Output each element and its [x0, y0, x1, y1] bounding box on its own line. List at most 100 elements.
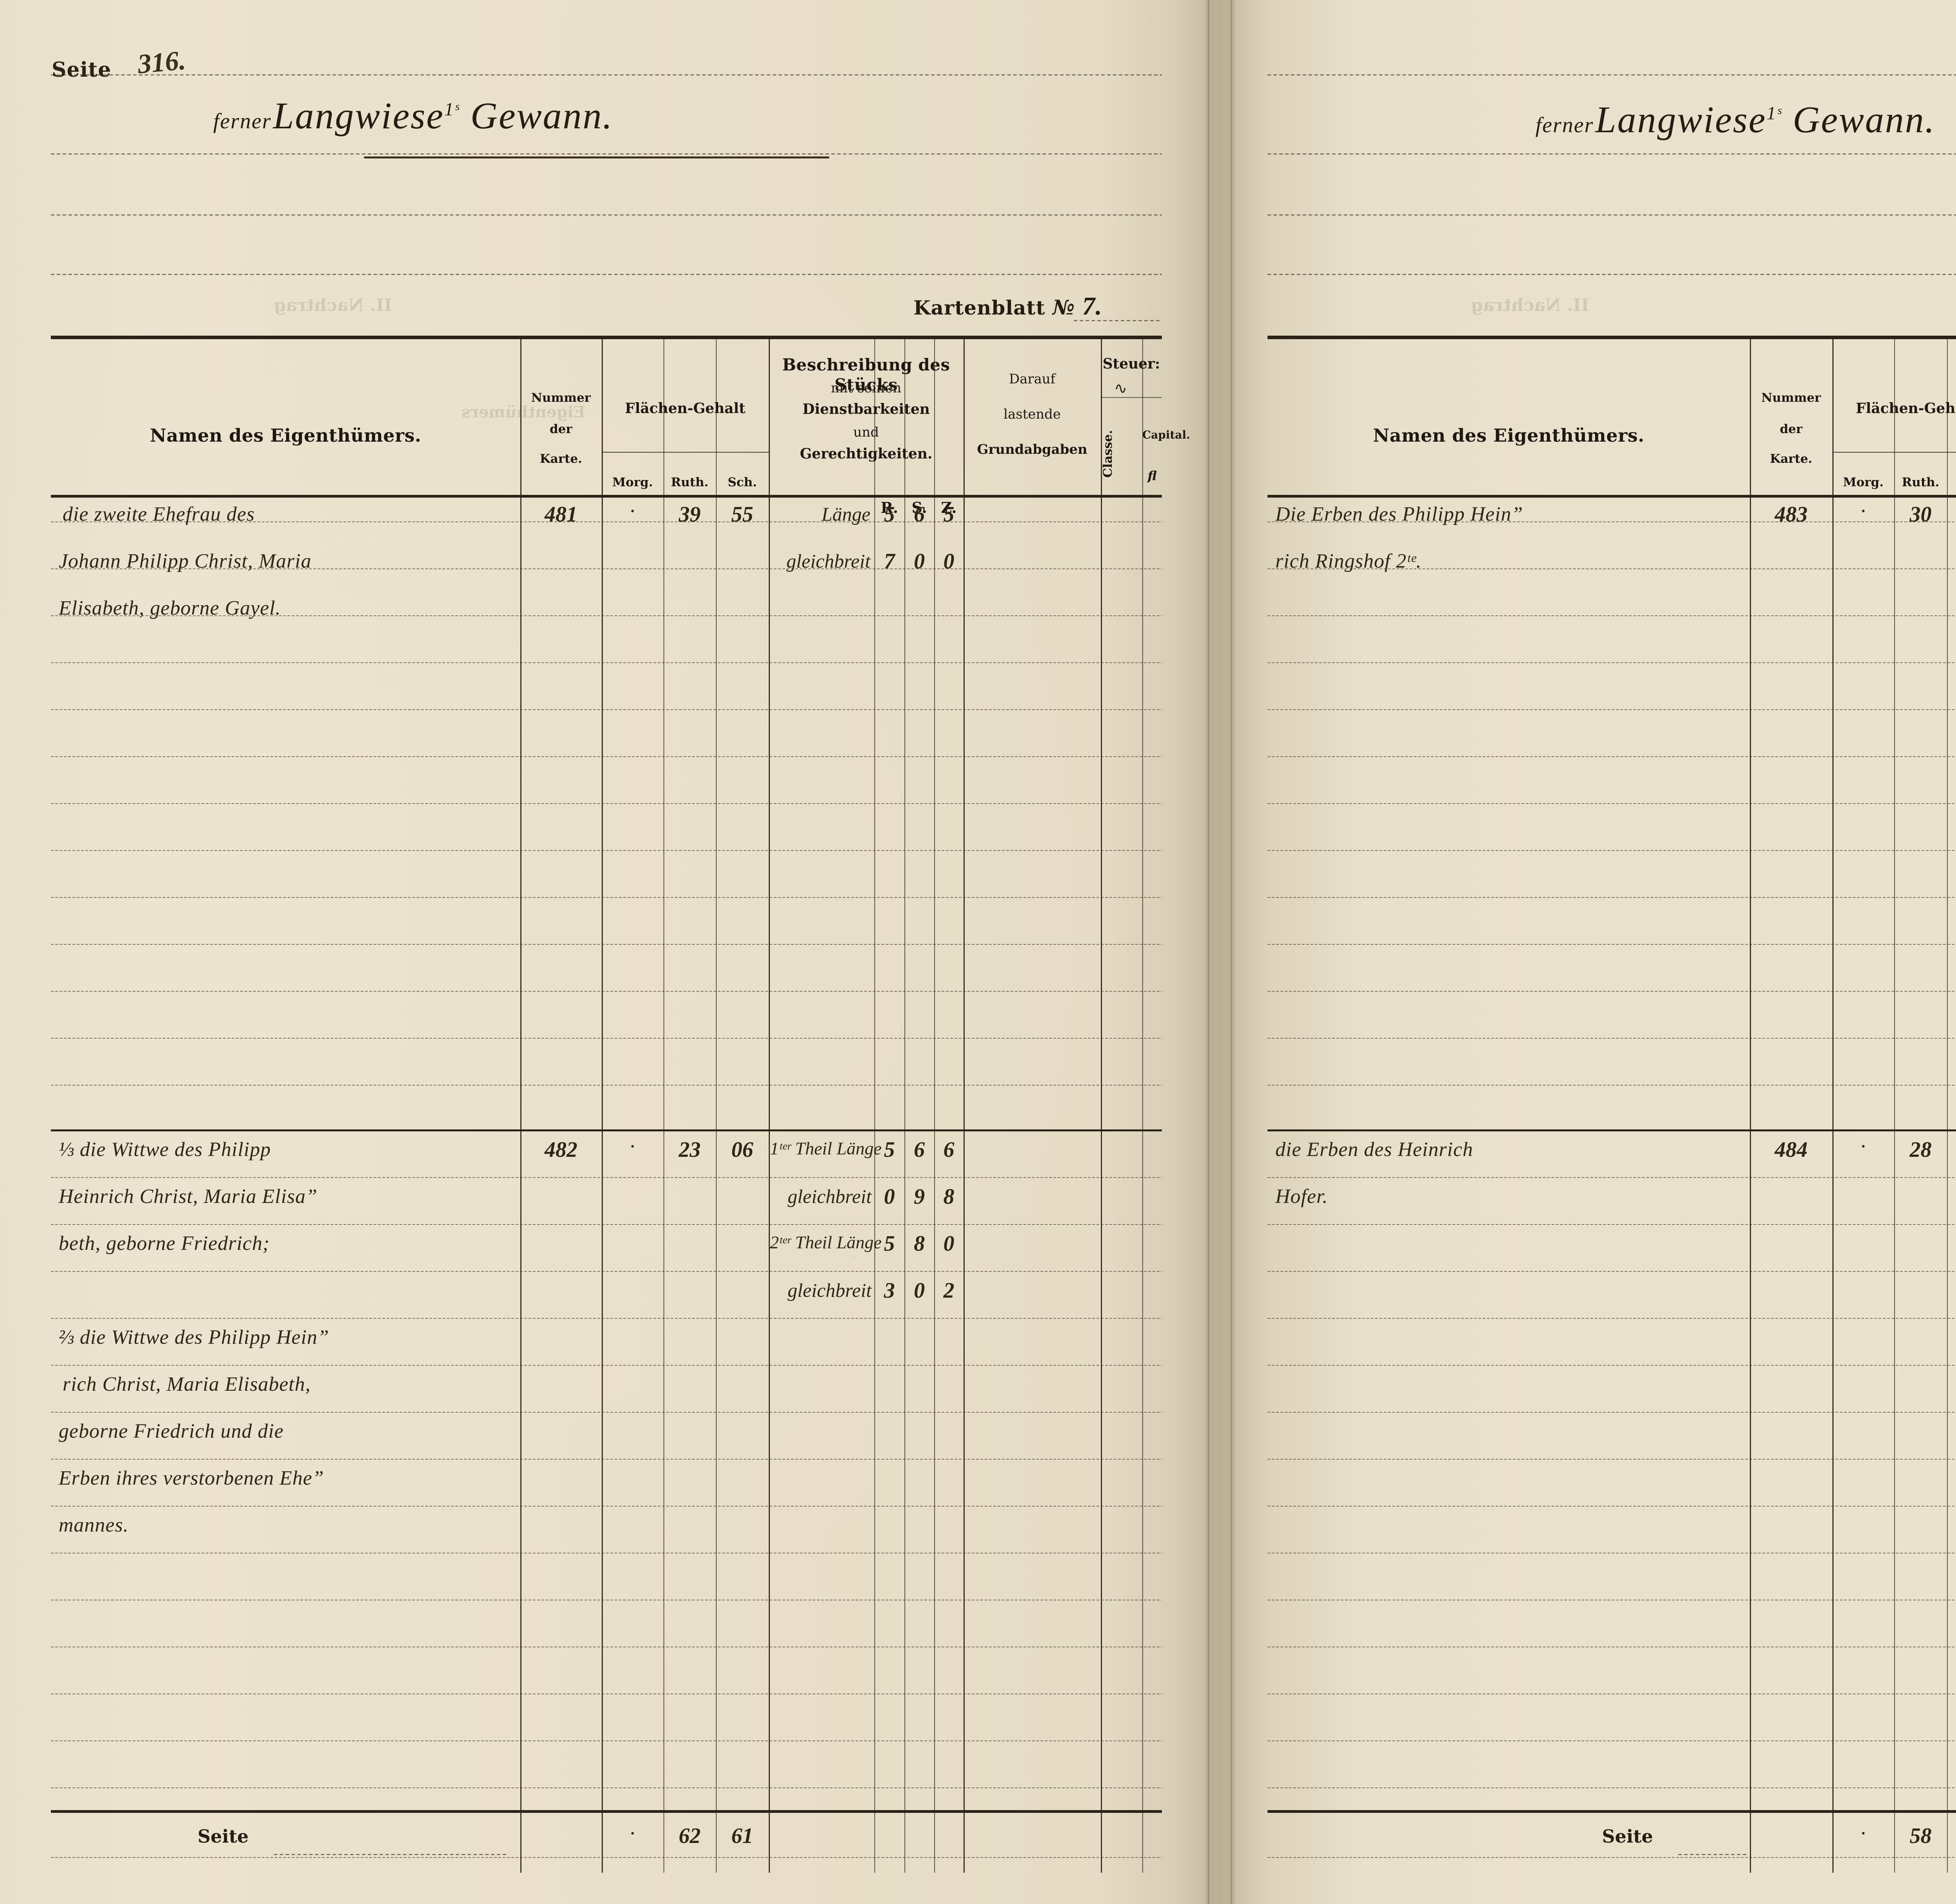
sch-value: 06 — [731, 1138, 753, 1162]
desc-label: gleichbreit — [787, 1279, 872, 1301]
header-rule-2-r — [1267, 153, 1956, 155]
total-sch-right: 35 — [1947, 1823, 1956, 1848]
book-gutter — [1206, 0, 1235, 1904]
total-label-rule-left — [274, 1854, 509, 1855]
header-cardnum-l2-left: der — [550, 422, 572, 436]
kartenblatt-value-left: 7. — [1082, 292, 1102, 320]
gewann-name-left: Langwiese1ˢ Gewann. — [273, 95, 613, 137]
header-s-left: S. — [911, 499, 927, 516]
total-sch-left: 61 — [731, 1824, 753, 1848]
total-label-right: Seite — [1602, 1826, 1653, 1847]
header-sch-right: Sch. — [1947, 475, 1956, 490]
area-sub-divider-left — [602, 452, 769, 453]
owner-line: Elisabeth, geborne Gayel. — [59, 597, 281, 619]
ruth-value: 30 — [1909, 502, 1932, 527]
owner-line: mannes. — [59, 1514, 129, 1536]
sch-value: 29 — [1947, 1137, 1956, 1162]
header-cardnum-l1-left: Nummer — [531, 391, 591, 405]
desc-r: 5 — [884, 502, 895, 527]
ruth-value: 28 — [1909, 1138, 1932, 1162]
desc-z: 0 — [943, 549, 955, 574]
header-classe-left: Classe. — [1101, 430, 1115, 478]
col-rule-classe-end — [1142, 339, 1143, 1873]
total-top-rule-right — [1267, 1810, 1956, 1813]
area-sub-divider-right — [1832, 452, 1956, 453]
header-tax-left: Steuer: — [1102, 356, 1160, 372]
header-owner-right: Namen des Eigenthümers. — [1373, 425, 1645, 446]
morg-value: · — [629, 1134, 636, 1159]
total-morg-right: · — [1859, 1821, 1867, 1846]
col-rule-z — [934, 339, 935, 1873]
left-page: Seite 316. ferner Langwiese1ˢ Gewann. Ka… — [51, 45, 1190, 1873]
desc-s: 9 — [914, 1185, 925, 1209]
total-label-left: Seite — [198, 1826, 249, 1847]
owner-line: die zweite Ehefrau des — [63, 503, 255, 525]
owner-line: die Erben des Heinrich — [1275, 1138, 1473, 1161]
header-rule-4-r — [1267, 274, 1956, 275]
header-rule-3 — [51, 214, 1162, 216]
verso-showthrough-right: II. Nachtrag — [1471, 295, 1589, 315]
card-number: 484 — [1774, 1138, 1808, 1162]
morg-value: · — [1859, 499, 1867, 523]
header-morg-right: Morg. — [1843, 475, 1884, 489]
header-desc-l4-left: und — [853, 424, 879, 440]
page-label-left: Seite — [52, 58, 111, 82]
desc-label: Länge — [822, 503, 870, 525]
kartenblatt-rule-left — [1074, 320, 1162, 321]
tax-sub-divider-left — [1101, 397, 1162, 398]
owner-line: Hofer. — [1275, 1185, 1328, 1208]
header-sch-left: Sch. — [728, 475, 757, 489]
gewann-heading-left: ferner Langwiese1ˢ Gewann. — [213, 94, 613, 137]
morg-value: · — [629, 499, 636, 523]
header-cardnum-l3-left: Karte. — [539, 452, 582, 466]
desc-label: gleichbreit — [787, 1185, 872, 1207]
verso-showthrough-left: II. Nachtrag — [274, 295, 392, 315]
card-number: 481 — [545, 502, 577, 527]
desc-label: 2ᵗᵉʳ Theil Länge — [770, 1232, 882, 1252]
col-rule-ruth-end — [716, 339, 717, 1873]
header-desc-l2-left: mit seinen — [831, 380, 901, 396]
header-z-left: Z. — [941, 499, 957, 516]
tax-squiggle-left: ∿ — [1114, 379, 1127, 397]
ruth-value: 39 — [679, 502, 701, 527]
col-rule-morg-end — [663, 339, 664, 1873]
col-rule-cardnum-end — [602, 339, 603, 1873]
desc-s: 8 — [914, 1232, 925, 1256]
col-rule-morg-end-r — [1894, 339, 1895, 1873]
header-morg-left: Morg. — [612, 475, 653, 489]
header-area-right: Flächen-Gehalt — [1855, 400, 1956, 417]
gewann-prefix-right: ferner — [1535, 113, 1594, 137]
desc-r: 5 — [884, 1138, 895, 1162]
right-page: Seite 317. ferner Langwiese1ˢ Gewann. Ka… — [1228, 0, 1956, 1904]
owner-line: Die Erben des Philipp Hein” — [1275, 503, 1523, 525]
col-rule-r — [874, 339, 875, 1873]
col-rule-owner-end-r — [1750, 339, 1751, 1873]
page-number-left: 316. — [136, 45, 187, 80]
register-table-left: Namen des Eigenthümers. Nummer der Karte… — [51, 336, 1190, 1873]
total-top-rule-left — [51, 1810, 1162, 1813]
header-bottom-rule-left — [51, 495, 1162, 498]
total-ruth-right: 58 — [1909, 1824, 1932, 1848]
header-charges-l2-left: lastende — [1003, 406, 1061, 422]
header-owner-left: Namen des Eigenthümers. — [150, 425, 421, 446]
col-rule-desc-end — [964, 339, 965, 1873]
owner-line: Johann Philipp Christ, Maria — [59, 550, 312, 572]
owner-line: beth, geborne Friedrich; — [59, 1232, 270, 1255]
desc-z: 0 — [943, 1232, 955, 1256]
sch-value: 55 — [731, 502, 753, 527]
header-cardnum-l2-right: der — [1780, 422, 1803, 436]
header-r-left: R. — [881, 499, 898, 516]
gewann-heading-right: ferner Langwiese1ˢ Gewann. — [1535, 98, 1936, 141]
desc-s: 0 — [914, 549, 925, 574]
owner-line: rich Ringshof 2ᵗᵉ. — [1275, 550, 1422, 572]
owner-line: Heinrich Christ, Maria Elisa” — [59, 1185, 318, 1208]
header-rule-1 — [51, 74, 1162, 76]
header-ruth-right: Ruth. — [1902, 475, 1940, 489]
header-desc-l1-left: Beschreibung des Stücks — [782, 355, 950, 395]
col-rule-sch-end — [769, 339, 770, 1873]
kartenblatt-no-symbol-left: № — [1052, 296, 1075, 320]
desc-z: 5 — [943, 502, 955, 527]
header-rule-4 — [51, 274, 1162, 275]
owner-line: geborne Friedrich und die — [59, 1420, 284, 1442]
